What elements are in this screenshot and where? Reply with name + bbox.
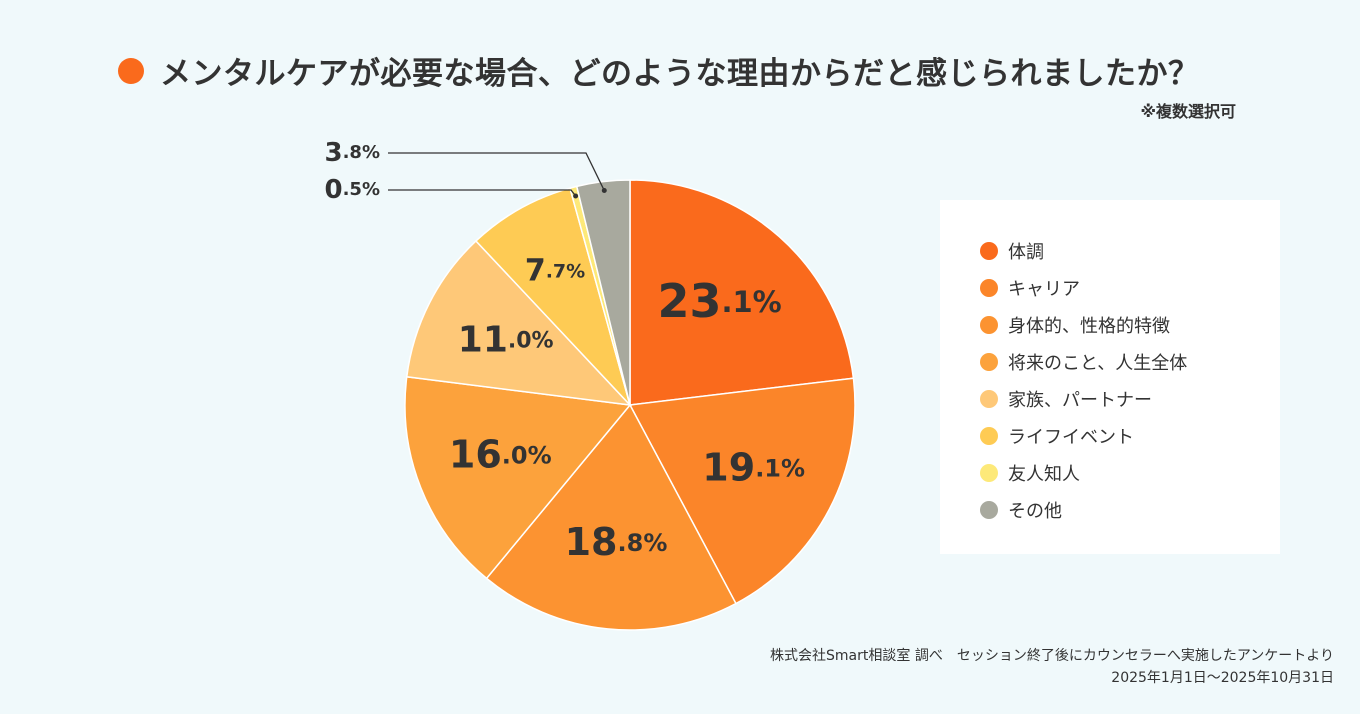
leader-line: [388, 189, 577, 197]
legend-swatch-icon: [980, 501, 998, 519]
pie-slice-2: [628, 377, 856, 605]
slice-data-label: 19.1%: [702, 445, 805, 489]
slice-data-label: 23.1%: [657, 274, 781, 328]
legend-swatch-icon: [980, 427, 998, 445]
legend-item: その他: [980, 497, 1062, 523]
slice-data-label: 16.0%: [449, 432, 552, 476]
legend-item: 将来のこと、人生全体: [980, 349, 1187, 375]
legend-swatch-icon: [980, 464, 998, 482]
pie-slice-1: [629, 179, 855, 406]
legend-label: 家族、パートナー: [1008, 390, 1152, 411]
legend: 体調キャリア身体的、性格的特徴 将来のこと、人生全体 家族、パートナー ライフイベント…: [940, 200, 1280, 554]
legend-item: 身体的、性格的特徴: [980, 312, 1170, 338]
legend-swatch-icon: [980, 353, 998, 371]
legend-label: ライフイベント: [1008, 427, 1134, 448]
legend-item: 体調: [980, 238, 1044, 264]
legend-swatch-icon: [980, 242, 998, 260]
chart-title: メンタルケアが必要な場合、どのような理由からだと感じられましたか？: [118, 48, 1200, 93]
pie-slice-5: [405, 239, 632, 407]
legend-swatch-icon: [980, 316, 998, 334]
pie-slice-3: [485, 403, 737, 631]
slice-data-label: 0.5%: [325, 175, 381, 205]
legend-label: 身体的、性格的特徴: [1008, 316, 1170, 337]
pie-slice-6: [474, 187, 631, 406]
pie-slice-4: [404, 375, 632, 580]
legend-swatch-icon: [980, 390, 998, 408]
legend-item: ライフイベント: [980, 423, 1134, 449]
source-note: 株式会社Smart相談室 調べ セッション終了後にカウンセラーへ実施したアンケー…: [770, 645, 1334, 689]
title-bullet-icon: [118, 57, 144, 84]
pie-slice-8: [575, 179, 631, 406]
slice-data-label: 7.7%: [525, 253, 585, 288]
multiple-choice-note: ※複数選択可: [1140, 102, 1236, 121]
legend-label: 体調: [1008, 242, 1044, 263]
legend-label: 将来のこと、人生全体: [1008, 353, 1188, 374]
slice-data-label: 18.8%: [565, 519, 668, 563]
legend-swatch-icon: [980, 279, 998, 297]
slice-data-label: 3.8%: [325, 138, 381, 168]
leader-line: [388, 152, 605, 191]
leader-dot: [573, 193, 579, 199]
source-line-2: 2025年1月1日〜2025年10月31日: [1111, 670, 1334, 686]
source-line-1: 株式会社Smart相談室 調べ セッション終了後にカウンセラーへ実施したアンケー…: [770, 648, 1334, 664]
legend-item: 家族、パートナー: [980, 386, 1152, 412]
legend-item: キャリア: [980, 275, 1080, 301]
legend-label: キャリア: [1008, 279, 1080, 300]
chart-title-text: メンタルケアが必要な場合、どのような理由からだと感じられましたか？: [160, 56, 1200, 92]
legend-item: 友人知人: [980, 460, 1080, 486]
slice-data-label: 11.0%: [458, 320, 554, 361]
leader-dot: [601, 188, 607, 194]
legend-label: 友人知人: [1008, 464, 1080, 485]
legend-label: その他: [1008, 501, 1062, 522]
pie-chart: 23.1% 19.1% 18.8% 16.0% 11.0% 7.7% 3.8% 0.5%: [325, 138, 856, 631]
